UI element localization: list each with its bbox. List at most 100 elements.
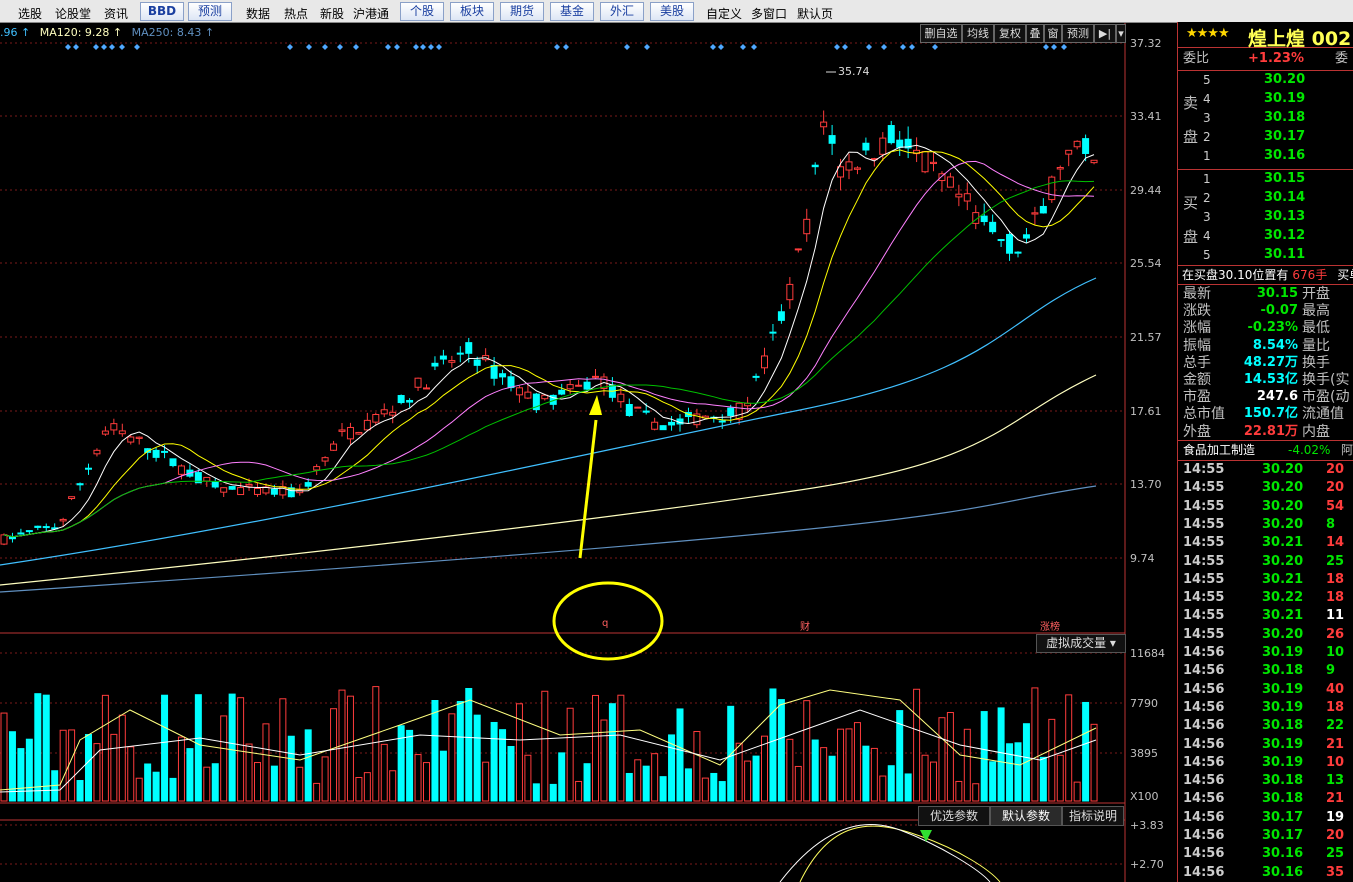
- tick-time: 14:56: [1183, 663, 1225, 679]
- toolbar-forex-tab[interactable]: 外汇: [600, 2, 644, 21]
- toolbar-data[interactable]: 数据: [245, 7, 270, 21]
- tick-price: 30.19: [1262, 699, 1304, 715]
- volume-bar: [752, 755, 760, 802]
- delete-watchlist-button[interactable]: 删自选: [920, 24, 962, 43]
- toolbar-hk-connect[interactable]: 沪港通: [352, 7, 389, 21]
- ma-button[interactable]: 均线: [962, 24, 994, 43]
- sell-level-row[interactable]: 4 30.19: [1178, 90, 1353, 108]
- forecast-button[interactable]: 预测: [1062, 24, 1094, 43]
- sell-level-row[interactable]: 5 30.20: [1178, 71, 1353, 89]
- toolbar-us-stocks-tab[interactable]: 美股: [650, 2, 694, 21]
- stat-row: 总市值 150.7亿 流通值: [1178, 405, 1353, 423]
- volume-bar: [1006, 743, 1014, 802]
- overlay-button[interactable]: 叠: [1026, 24, 1044, 43]
- volume-bar: [499, 729, 507, 802]
- signal-diamond-icon: [73, 44, 79, 50]
- candle-body: [397, 395, 405, 404]
- volume-bar: [346, 695, 354, 802]
- sell-level-row[interactable]: 2 30.17: [1178, 128, 1353, 146]
- event-marker-finance[interactable]: 财: [800, 622, 810, 633]
- indicator-help-button[interactable]: 指标说明: [1062, 806, 1124, 826]
- optimal-params-button[interactable]: 优选参数: [918, 806, 990, 826]
- volume-bar: [262, 723, 270, 802]
- buy-level-row[interactable]: 1 30.15: [1178, 170, 1353, 188]
- toolbar-bbd-button[interactable]: BBD: [140, 2, 184, 21]
- candle-body: [1082, 138, 1090, 154]
- sell-level-row[interactable]: 3 30.18: [1178, 109, 1353, 127]
- toolbar-custom[interactable]: 自定义: [705, 7, 742, 21]
- tick-price: 30.20: [1262, 553, 1304, 569]
- toolbar-futures-tab[interactable]: 期货: [500, 2, 544, 21]
- volume-bar: [0, 712, 8, 802]
- candle-body: [634, 406, 642, 409]
- volume-bar: [1090, 723, 1098, 802]
- stat-label-right: 内盘: [1302, 423, 1330, 440]
- window-button[interactable]: 窗: [1044, 24, 1062, 43]
- toolbar-funds-tab[interactable]: 基金: [550, 2, 594, 21]
- stat-row: 最新 30.15 开盘: [1178, 285, 1353, 303]
- volume-indicator-dropdown[interactable]: 虚拟成交量 ▾: [1036, 634, 1126, 653]
- tick-row: 14:55 30.20 20: [1178, 479, 1353, 497]
- candle-body: [431, 362, 439, 367]
- buy-level-row[interactable]: 2 30.14: [1178, 189, 1353, 207]
- candle-body: [524, 391, 532, 399]
- toolbar-news[interactable]: 资讯: [103, 7, 128, 21]
- toolbar-default-page[interactable]: 默认页: [796, 7, 833, 21]
- stat-row: 金额 14.53亿 换手(实: [1178, 371, 1353, 389]
- volume-bar: [194, 694, 202, 802]
- buy-level-row[interactable]: 5 30.11: [1178, 246, 1353, 264]
- default-params-button[interactable]: 默认参数: [990, 806, 1062, 826]
- toolbar-forecast-button[interactable]: 预测: [188, 2, 232, 21]
- volume-bar: [972, 783, 980, 802]
- volume-bar: [1039, 756, 1047, 802]
- tick-price: 30.19: [1262, 754, 1304, 770]
- volume-bar: [701, 777, 709, 802]
- top-toolbar: 选股 论股堂 资讯 BBD 预测 数据 热点 新股 沪港通 个股 板块 期货 基…: [0, 0, 1353, 23]
- sector-row[interactable]: 食品加工制造: [1183, 443, 1256, 457]
- toolbar-multi-window[interactable]: 多窗口: [750, 7, 787, 21]
- tick-time: 14:56: [1183, 773, 1225, 789]
- more-dropdown[interactable]: ▾: [1116, 24, 1126, 43]
- toolbar-sectors-tab[interactable]: 板块: [450, 2, 494, 21]
- end-button[interactable]: ▶|: [1094, 24, 1116, 43]
- volume-bar: [211, 763, 219, 802]
- tick-price: 30.21: [1262, 571, 1304, 587]
- toolbar-ipo[interactable]: 新股: [319, 7, 344, 21]
- candle-body: [25, 530, 33, 533]
- candle-body: [355, 431, 363, 435]
- volume-bar: [186, 748, 194, 802]
- sell-level-row[interactable]: 1 30.16: [1178, 147, 1353, 165]
- candle-body: [828, 135, 836, 144]
- sell-level-number: 2: [1203, 130, 1211, 144]
- annotation-circle: [552, 581, 664, 661]
- volume-bar: [625, 772, 633, 802]
- event-marker-q[interactable]: q: [602, 618, 609, 629]
- volume-bar: [127, 746, 135, 802]
- signal-diamond-icon: [287, 44, 293, 50]
- volume-bar: [676, 708, 684, 802]
- tick-time: 14:56: [1183, 681, 1225, 697]
- volume-bar: [414, 754, 422, 802]
- candle-body: [980, 215, 988, 223]
- buy-level-row[interactable]: 3 30.13: [1178, 208, 1353, 226]
- toolbar-stocks-tab[interactable]: 个股: [400, 2, 444, 21]
- buy-level-row[interactable]: 4 30.12: [1178, 227, 1353, 245]
- signal-diamond-icon: [93, 44, 99, 50]
- volume-bar: [946, 712, 954, 802]
- tick-volume: 54: [1326, 498, 1345, 514]
- adjust-button[interactable]: 复权: [994, 24, 1026, 43]
- tick-volume: 26: [1326, 626, 1345, 642]
- candle-body: [794, 248, 802, 251]
- event-marker-top-gainers[interactable]: 涨榜: [1040, 622, 1060, 633]
- tick-price: 30.18: [1262, 791, 1304, 807]
- signal-diamond-icon: [644, 44, 650, 50]
- volume-bar: [203, 766, 211, 802]
- toolbar-select-stock[interactable]: 选股: [17, 7, 42, 21]
- toolbar-forum[interactable]: 论股堂: [54, 7, 91, 21]
- volume-bar: [761, 735, 768, 802]
- toolbar-hot[interactable]: 热点: [283, 7, 308, 21]
- volume-bar: [1065, 694, 1073, 802]
- volume-bar: [532, 783, 540, 802]
- candle-body: [845, 161, 853, 171]
